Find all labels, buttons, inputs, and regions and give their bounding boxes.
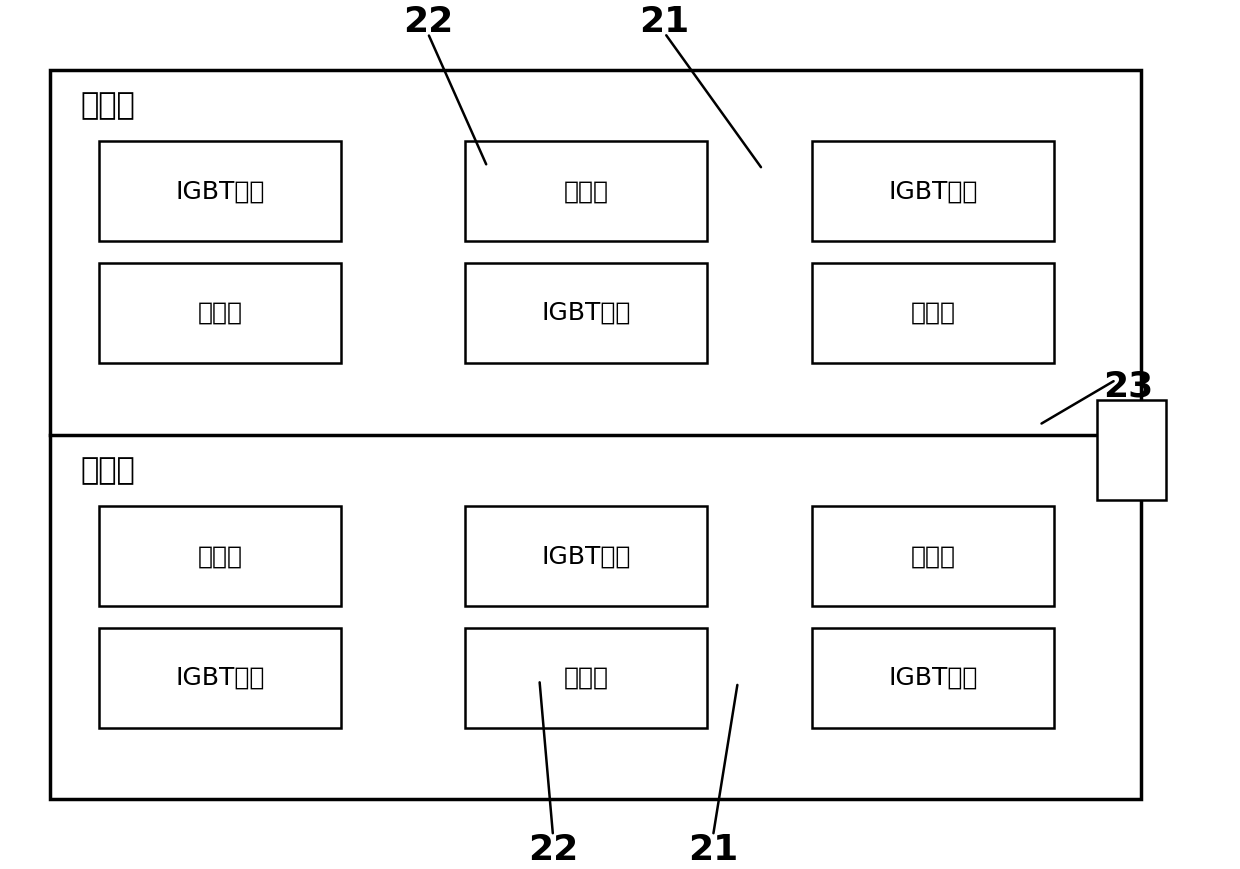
Bar [99, 627, 341, 728]
Text: IGBT芯片: IGBT芯片 [888, 666, 978, 690]
Bar [465, 263, 707, 363]
Bar [99, 263, 341, 363]
Text: 22: 22 [403, 4, 453, 39]
Text: 二极管: 二极管 [197, 301, 243, 325]
Bar [1097, 400, 1166, 500]
Bar [812, 627, 1054, 728]
Text: IGBT芯片: IGBT芯片 [541, 544, 631, 568]
Text: 21: 21 [688, 833, 738, 867]
Text: IGBT芯片: IGBT芯片 [541, 301, 631, 325]
Bar [50, 70, 1141, 799]
Text: 二极管: 二极管 [197, 544, 243, 568]
Text: 二极管: 二极管 [563, 666, 609, 690]
Bar [99, 142, 341, 242]
Bar [99, 506, 341, 607]
Text: 21: 21 [640, 4, 689, 39]
Text: 22: 22 [528, 833, 578, 867]
Text: 二极管: 二极管 [910, 544, 956, 568]
Text: IGBT芯片: IGBT芯片 [175, 179, 265, 203]
Bar [812, 142, 1054, 242]
Bar [812, 506, 1054, 607]
Text: 23: 23 [1104, 369, 1153, 404]
Bar [812, 263, 1054, 363]
Text: IGBT芯片: IGBT芯片 [888, 179, 978, 203]
Text: 上桥臂: 上桥臂 [81, 456, 135, 485]
Bar [465, 506, 707, 607]
Bar [465, 142, 707, 242]
Text: 二极管: 二极管 [910, 301, 956, 325]
Text: IGBT芯片: IGBT芯片 [175, 666, 265, 690]
Text: 二极管: 二极管 [563, 179, 609, 203]
Bar [465, 627, 707, 728]
Text: 下桥臂: 下桥臂 [81, 91, 135, 120]
